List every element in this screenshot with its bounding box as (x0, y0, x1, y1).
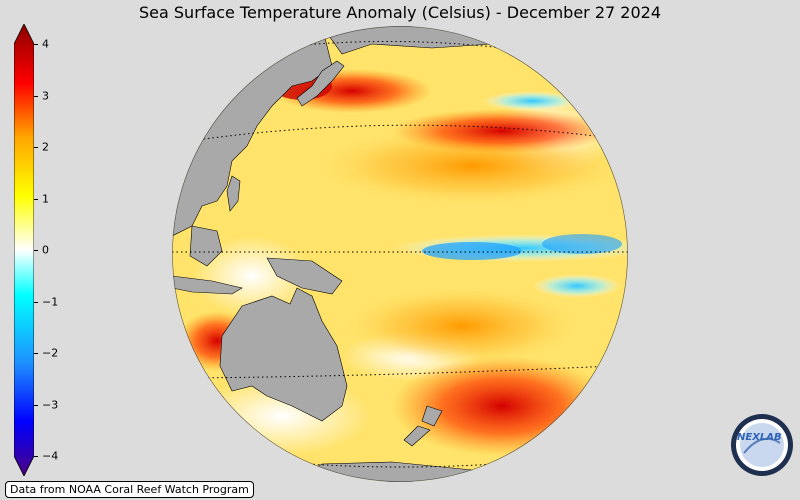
globe-outline (172, 26, 628, 482)
anomaly-patch (392, 109, 612, 153)
land-new-zealand (403, 425, 431, 447)
colorbar-tick-mark (34, 95, 38, 97)
anomaly-patch (532, 274, 622, 298)
colorbar-tick-label: −3 (42, 398, 59, 411)
land-antarctica (290, 461, 523, 482)
land-philippines (226, 175, 241, 212)
land-australia (219, 287, 348, 422)
colorbar-tick-label: −2 (42, 346, 59, 360)
map-title: Sea Surface Temperature Anomaly (Celsius… (139, 3, 661, 22)
anomaly-patch (342, 286, 582, 366)
colorbar-tick-label: −1 (42, 295, 59, 308)
anomaly-patch (482, 91, 582, 111)
land-borneo (189, 225, 223, 267)
anomaly-patch (422, 242, 522, 260)
colorbar-tick-label: 1 (42, 192, 49, 205)
graticule-line (189, 365, 613, 379)
graticule-line (189, 124, 613, 142)
anomaly-patch (192, 236, 312, 316)
land-new-guinea (266, 257, 343, 295)
globe-map (172, 26, 628, 482)
land-new-zealand (421, 405, 443, 427)
colorbar-tick-label: −4 (42, 449, 59, 463)
anomaly-patch (542, 234, 622, 254)
land-indonesia (172, 275, 243, 295)
colorbar-tick-mark (34, 404, 38, 406)
graticule-line (291, 40, 503, 49)
colorbar-tick-label: 3 (42, 89, 49, 102)
anomaly-patch (392, 356, 612, 456)
logo-text: NEXLAB (737, 432, 782, 443)
colorbar-tick-mark (34, 147, 38, 148)
land-japan (296, 60, 345, 107)
nexlab-logo-icon[interactable] (730, 413, 794, 477)
colorbar-tick-mark (34, 301, 38, 303)
colorbar-tick-mark (34, 44, 38, 45)
colorbar-tick-mark (34, 250, 38, 251)
colorbar (14, 24, 34, 476)
data-credit: Data from NOAA Coral Reef Watch Program (5, 481, 254, 498)
colorbar-tick-mark (34, 456, 38, 457)
colorbar-tick-label: 0 (42, 243, 49, 257)
colorbar-tick-mark (34, 353, 38, 354)
colorbar-tick-mark (34, 198, 38, 200)
colorbar-tick-label: 4 (42, 37, 49, 51)
colorbar-tick-label: 2 (42, 140, 49, 154)
